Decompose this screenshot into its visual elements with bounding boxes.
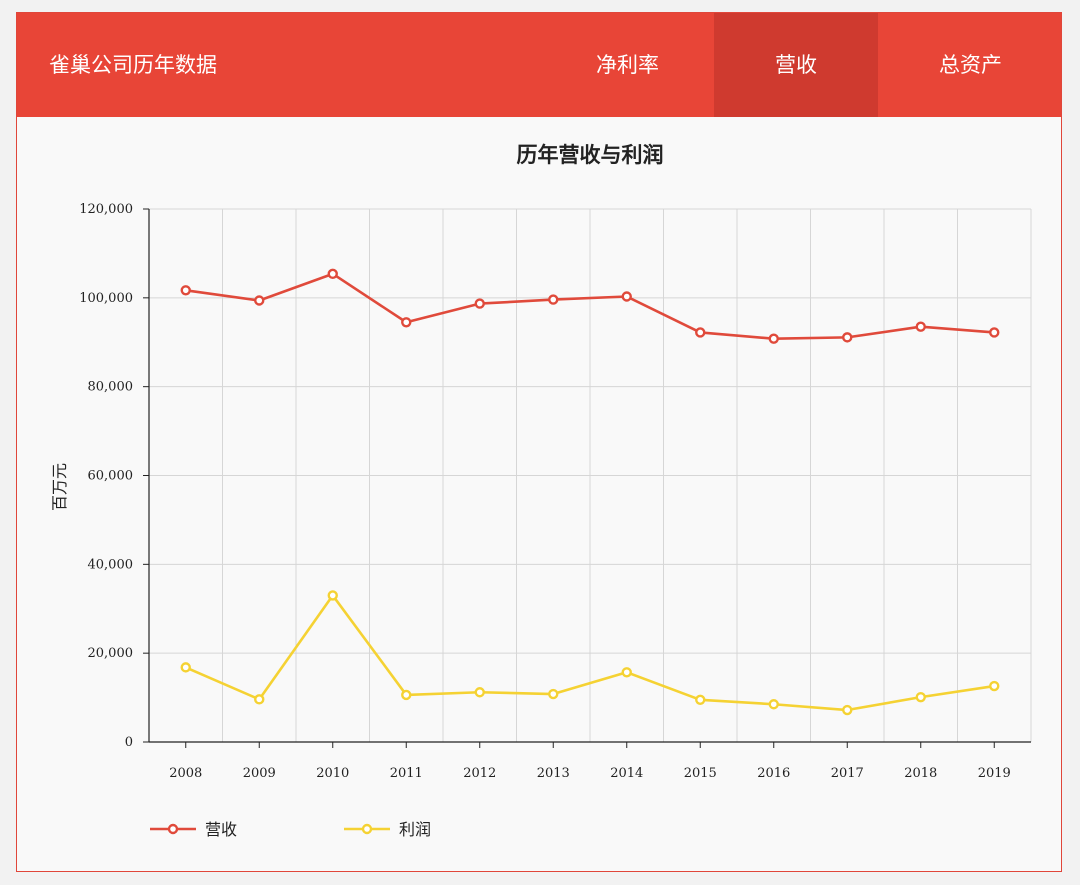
data-point[interactable] (768, 333, 779, 344)
y-tick-label: 80,000 (88, 380, 134, 395)
tab-revenue[interactable]: 营收 (714, 13, 878, 117)
y-axis-label: 百万元 (50, 463, 69, 511)
axes: 0 20,000 40,000 60,000 80,000 100,000 120,000 2… (79, 202, 1031, 781)
x-tick-label: 2019 (978, 766, 1011, 781)
legend-label: 利润 (399, 820, 431, 839)
navbar: 雀巢公司历年数据 净利率 营收 总资产 (17, 13, 1061, 117)
grid (149, 208, 1032, 742)
x-tick-label: 2017 (831, 766, 864, 781)
legend-item-revenue[interactable]: 营收 (150, 820, 237, 839)
data-point[interactable] (180, 285, 191, 296)
data-point[interactable] (768, 699, 779, 710)
x-tick-label: 2011 (390, 766, 423, 781)
chart-title: 历年营收与利润 (517, 142, 664, 167)
x-tick-label: 2014 (610, 766, 643, 781)
data-point[interactable] (474, 298, 485, 309)
data-point[interactable] (254, 694, 265, 705)
x-tick-label: 2018 (904, 766, 937, 781)
x-tick-label: 2013 (537, 766, 570, 781)
data-point[interactable] (621, 291, 632, 302)
data-point[interactable] (915, 321, 926, 332)
y-tick-label: 120,000 (79, 202, 133, 217)
x-tick-label: 2012 (463, 766, 496, 781)
data-point[interactable] (327, 590, 338, 601)
chart-panel: 雀巢公司历年数据 净利率 营收 总资产 历年营收与利润 0 20,000 40,00… (16, 12, 1062, 872)
legend[interactable]: 营收 利润 (150, 820, 431, 839)
data-point[interactable] (621, 667, 632, 678)
y-tick-label: 40,000 (88, 557, 134, 572)
data-point[interactable] (915, 691, 926, 703)
data-point[interactable] (327, 268, 338, 280)
x-tick-label: 2016 (757, 766, 790, 781)
legend-swatch-marker (361, 823, 373, 835)
series-line-profit (185, 594, 995, 712)
tab-net-margin[interactable]: 净利率 (596, 53, 659, 77)
brand-title: 雀巢公司历年数据 (49, 53, 217, 77)
legend-label: 营收 (205, 820, 237, 839)
data-point[interactable] (989, 327, 1000, 338)
data-point[interactable] (254, 295, 265, 306)
y-tick-label: 60,000 (88, 469, 134, 484)
y-tick-label: 0 (125, 735, 133, 750)
data-point[interactable] (180, 662, 191, 673)
data-point[interactable] (548, 294, 559, 305)
data-point[interactable] (401, 317, 412, 328)
x-tick-label: 2015 (684, 766, 717, 781)
data-point[interactable] (695, 327, 706, 338)
y-tick-label: 20,000 (88, 646, 134, 661)
data-point[interactable] (842, 704, 853, 716)
series-line-revenue (185, 272, 995, 340)
x-tick-label: 2010 (316, 766, 349, 781)
x-tick-label: 2008 (169, 766, 202, 781)
line-chart: 历年营收与利润 0 20,000 40,000 60,000 80,000 100,000… (50, 142, 1032, 839)
data-point[interactable] (548, 688, 559, 700)
data-point[interactable] (842, 332, 853, 343)
data-point[interactable] (695, 694, 706, 706)
series (180, 268, 1000, 716)
tab-total-assets[interactable]: 总资产 (939, 53, 1002, 77)
data-point[interactable] (401, 689, 412, 701)
legend-item-profit[interactable]: 利润 (344, 820, 431, 839)
y-tick-label: 100,000 (79, 291, 133, 306)
data-point[interactable] (989, 680, 1000, 692)
x-tick-label: 2009 (243, 766, 276, 781)
data-point[interactable] (474, 687, 485, 698)
legend-swatch-marker (167, 823, 179, 835)
